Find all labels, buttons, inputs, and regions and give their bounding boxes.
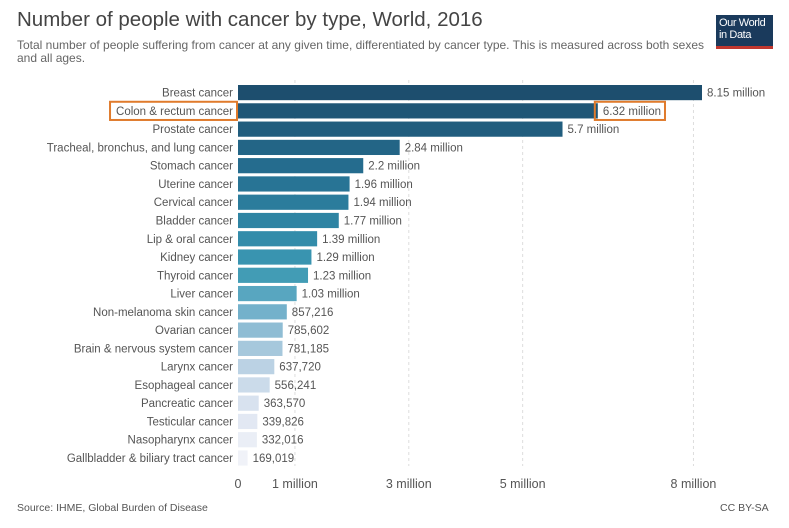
x-tick-label: 5 million — [500, 477, 546, 491]
bar-chart: 0 1 million 3 million 5 million 8 million Bre… — [47, 80, 765, 491]
bar[interactable] — [238, 377, 270, 393]
x-tick-label: 0 — [235, 477, 242, 491]
bar[interactable] — [238, 322, 283, 338]
value-label: 556,241 — [275, 380, 317, 392]
source-note: Source: IHME, Global Burden of Disease — [17, 502, 208, 514]
bar[interactable] — [238, 285, 297, 302]
category-label: Uterine cancer — [158, 179, 233, 191]
category-label: Colon & rectum cancer — [116, 106, 233, 118]
category-label: Esophageal cancer — [135, 380, 234, 392]
value-label: 1.96 million — [355, 179, 413, 191]
bar[interactable] — [238, 194, 349, 210]
highlight-box-value — [593, 100, 666, 121]
category-label: Kidney cancer — [160, 252, 233, 264]
bar[interactable] — [238, 304, 287, 320]
category-label: Lip & oral cancer — [147, 234, 233, 246]
category-label: Bladder cancer — [156, 215, 234, 227]
category-label: Cervical cancer — [154, 197, 233, 209]
bar[interactable] — [238, 450, 248, 466]
category-label: Non-melanoma skin cancer — [93, 307, 233, 319]
value-label: 5.7 million — [568, 124, 620, 136]
value-label: 6.32 million — [603, 106, 661, 118]
bar[interactable] — [238, 231, 318, 247]
x-tick-label: 3 million — [386, 477, 432, 491]
value-label: 1.94 million — [353, 197, 411, 209]
value-label: 8.15 million — [707, 88, 765, 100]
owid-logo[interactable]: Our World in Data — [716, 15, 773, 49]
value-label: 339,826 — [262, 416, 304, 428]
value-label: 781,185 — [287, 343, 329, 355]
bar[interactable] — [238, 249, 312, 265]
license-note: CC BY-SA — [720, 502, 769, 514]
highlight-box-category — [109, 100, 238, 121]
logo-line-2: in Data — [719, 28, 752, 41]
category-label: Testicular cancer — [147, 416, 233, 428]
bar[interactable] — [238, 121, 563, 137]
category-label: Gallbladder & biliary tract cancer — [67, 453, 233, 465]
bar[interactable] — [238, 413, 258, 430]
category-label: Brain & nervous system cancer — [74, 343, 233, 355]
category-label: Pancreatic cancer — [141, 398, 233, 410]
category-label: Larynx cancer — [161, 362, 233, 374]
category-label: Liver cancer — [170, 289, 233, 301]
bar[interactable] — [238, 85, 702, 101]
category-label: Breast cancer — [162, 88, 233, 100]
chart-subtitle: Total number of people suffering from ca… — [17, 38, 705, 65]
bar[interactable] — [238, 212, 339, 229]
category-label: Tracheal, bronchus, and lung cancer — [47, 142, 233, 154]
bar[interactable] — [238, 176, 350, 192]
bar[interactable] — [238, 139, 400, 156]
value-label: 1.77 million — [344, 215, 402, 227]
value-label: 1.23 million — [313, 270, 371, 282]
x-tick-label: 8 million — [671, 477, 717, 491]
value-label: 857,216 — [292, 307, 334, 319]
x-tick-label: 1 million — [272, 477, 318, 491]
category-label: Stomach cancer — [150, 161, 233, 173]
bar[interactable] — [238, 395, 259, 411]
value-label: 637,720 — [279, 362, 321, 374]
value-label: 332,016 — [262, 435, 304, 447]
category-label: Prostate cancer — [152, 124, 233, 136]
bar[interactable] — [238, 103, 598, 119]
bar[interactable] — [238, 267, 309, 283]
value-label: 1.29 million — [316, 252, 374, 264]
value-label: 169,019 — [253, 453, 295, 465]
logo-accent-bar — [716, 46, 773, 49]
value-label: 363,570 — [264, 398, 306, 410]
bar[interactable] — [238, 340, 283, 356]
bar[interactable] — [238, 158, 364, 174]
category-label: Nasopharynx cancer — [128, 435, 234, 447]
value-label: 2.84 million — [405, 142, 463, 154]
logo-line-1: Our World — [719, 17, 766, 29]
category-label: Ovarian cancer — [155, 325, 233, 337]
chart-title: Number of people with cancer by type, Wo… — [17, 8, 483, 31]
value-label: 2.2 million — [368, 161, 420, 173]
category-label: Thyroid cancer — [157, 270, 233, 282]
bar[interactable] — [238, 359, 275, 375]
value-label: 1.39 million — [322, 234, 380, 246]
value-label: 785,602 — [288, 325, 330, 337]
value-label: 1.03 million — [302, 289, 360, 301]
bar[interactable] — [238, 432, 257, 448]
